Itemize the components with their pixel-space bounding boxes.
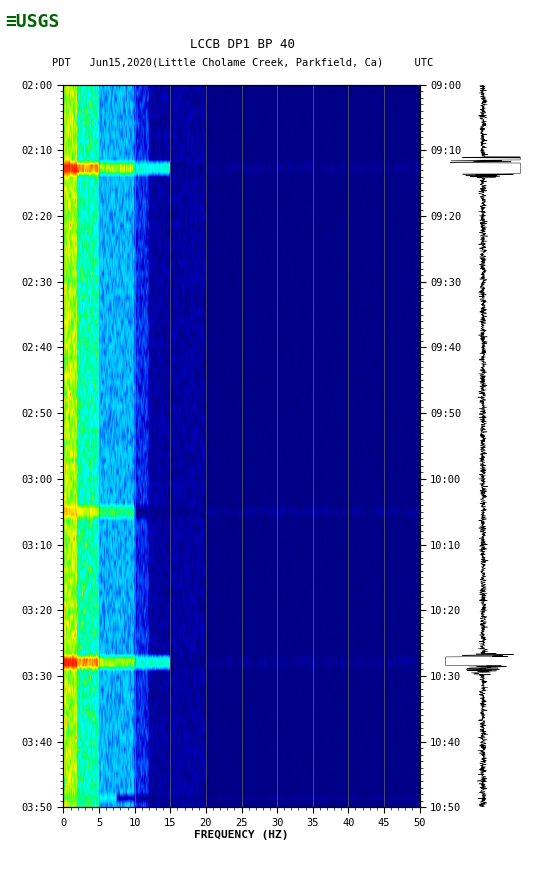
X-axis label: FREQUENCY (HZ): FREQUENCY (HZ) — [194, 830, 289, 840]
Text: PDT   Jun15,2020(Little Cholame Creek, Parkfield, Ca)     UTC: PDT Jun15,2020(Little Cholame Creek, Par… — [52, 57, 433, 68]
Text: LCCB DP1 BP 40: LCCB DP1 BP 40 — [190, 38, 295, 51]
Text: ≡USGS: ≡USGS — [6, 13, 60, 31]
